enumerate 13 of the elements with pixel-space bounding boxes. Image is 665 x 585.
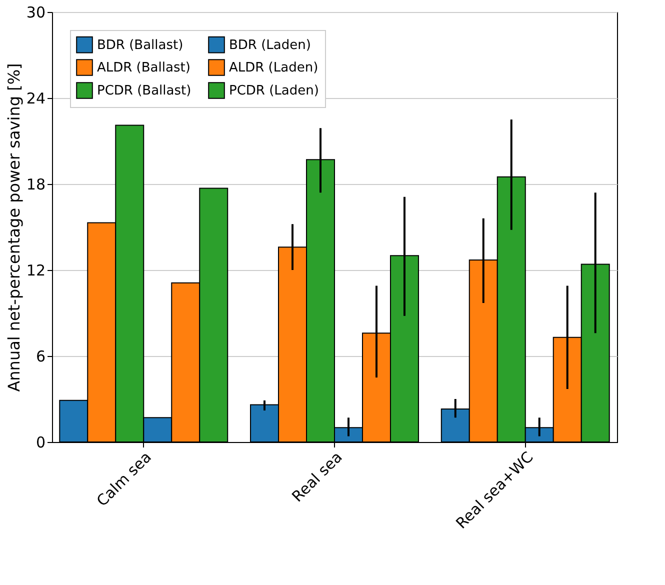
legend-label: PCDR (Laden): [229, 84, 319, 98]
y-tick-label: 30: [26, 4, 46, 22]
legend-label: BDR (Laden): [229, 38, 311, 53]
y-tick-label: 12: [26, 262, 46, 280]
legend-label: PCDR (Ballast): [97, 84, 192, 98]
y-tick-label: 0: [36, 434, 46, 452]
legend-label: ALDR (Laden): [229, 60, 318, 76]
legend-label: BDR (Ballast): [97, 38, 184, 53]
y-tick-label: 24: [26, 90, 46, 108]
y-tick-label: 18: [26, 176, 46, 194]
y-axis-title: Annual net-percentage power saving [%]: [4, 63, 24, 392]
legend-label: ALDR (Ballast): [97, 60, 190, 76]
y-tick-label: 6: [36, 348, 46, 366]
